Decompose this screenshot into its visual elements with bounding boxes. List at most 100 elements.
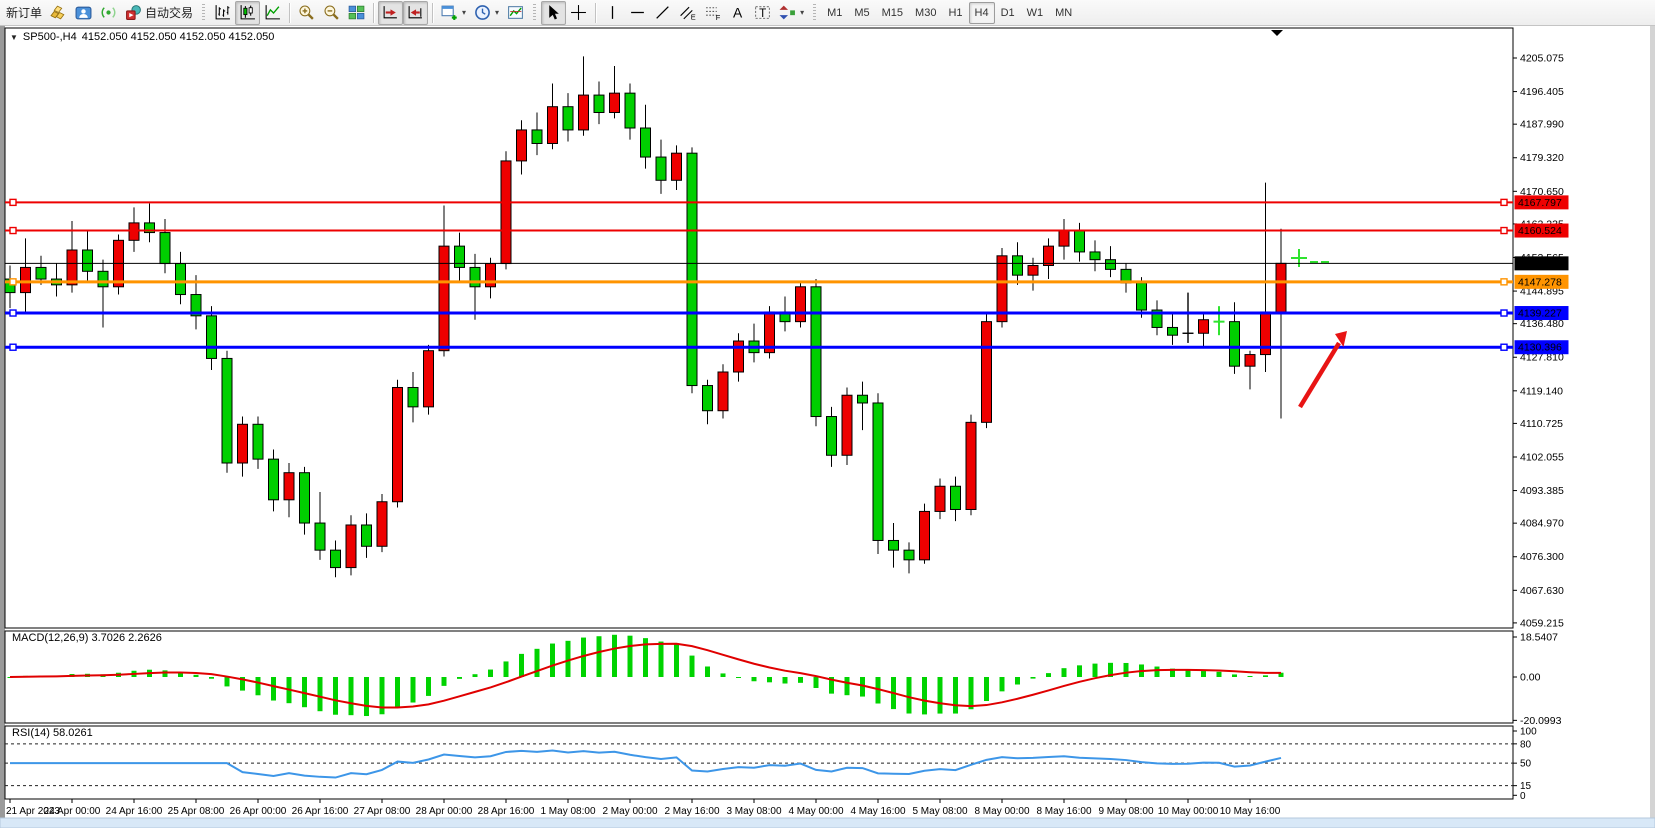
indicator-list-button[interactable] (503, 1, 528, 25)
candle[interactable] (190, 294, 202, 317)
zoom-out-button[interactable] (319, 1, 344, 25)
line-handle[interactable] (9, 309, 17, 317)
trend-arrow-head[interactable] (1335, 331, 1347, 347)
candle[interactable] (1136, 282, 1147, 311)
rsi-panel[interactable] (4, 725, 1514, 800)
candle[interactable] (159, 232, 171, 265)
line-handle[interactable] (1500, 278, 1508, 286)
gold-bars-button[interactable] (46, 1, 71, 25)
candle[interactable] (996, 255, 1008, 323)
candle[interactable] (144, 222, 155, 234)
tf-mn-button[interactable]: MN (1049, 2, 1078, 24)
candle[interactable] (965, 421, 977, 510)
toolbar-drag-handle[interactable] (813, 3, 817, 22)
candle[interactable] (1043, 245, 1054, 266)
candle[interactable] (562, 106, 574, 131)
tf-m5-button[interactable]: M5 (848, 2, 875, 24)
tf-m1-button[interactable]: M1 (821, 2, 848, 24)
candle[interactable] (1151, 309, 1163, 328)
candle[interactable] (237, 423, 248, 464)
candle[interactable] (330, 549, 341, 569)
candle[interactable] (733, 340, 744, 373)
candle[interactable] (1229, 321, 1240, 367)
candle[interactable] (252, 423, 264, 460)
candle[interactable] (1105, 259, 1116, 270)
candle[interactable] (1244, 354, 1256, 367)
auto-trading-button[interactable]: 自动交易 (121, 1, 197, 25)
auto-scroll-button[interactable] (378, 0, 404, 25)
candle[interactable] (609, 92, 620, 114)
tf-h4-button[interactable]: H4 (968, 1, 995, 24)
candle[interactable] (1074, 230, 1085, 253)
candle[interactable] (593, 94, 605, 114)
candle[interactable] (283, 472, 295, 501)
fibonacci-button[interactable]: F (700, 1, 725, 25)
candlestick-chart-button[interactable] (235, 0, 261, 25)
candle[interactable] (469, 266, 481, 288)
candle[interactable] (578, 94, 589, 131)
tf-h1-button[interactable]: H1 (942, 2, 968, 24)
candle[interactable] (655, 156, 667, 181)
candle[interactable] (1027, 264, 1039, 276)
candle[interactable] (1012, 255, 1023, 276)
candle[interactable] (82, 249, 93, 272)
candle[interactable] (919, 510, 930, 561)
chart-window[interactable]: 4205.075 4196.405 4187.990 4179.320 4170.650… (0, 26, 1655, 828)
dropdown-caret-icon[interactable]: ▾ (462, 8, 467, 17)
horizontal-line-button[interactable] (625, 1, 650, 25)
candle[interactable] (516, 129, 527, 162)
candle[interactable] (1198, 319, 1209, 334)
candle[interactable] (454, 245, 465, 268)
toolbar-drag-handle[interactable] (533, 3, 537, 22)
candle[interactable] (221, 357, 233, 464)
zoom-in-button[interactable] (294, 1, 319, 25)
crosshair-button[interactable] (566, 1, 591, 25)
vertical-line-button[interactable] (600, 1, 625, 25)
tf-m30-button[interactable]: M30 (909, 2, 942, 24)
toolbar-drag-handle[interactable] (202, 3, 206, 22)
candle[interactable] (624, 92, 636, 129)
period-clock-button[interactable]: ▾ (470, 1, 503, 25)
broadcast-button[interactable] (96, 1, 121, 25)
candle[interactable] (888, 539, 899, 551)
candle[interactable] (345, 524, 357, 569)
text-button[interactable]: A (725, 1, 750, 25)
chart-dropdown-icon[interactable]: ▼ (10, 32, 18, 42)
candle[interactable] (1058, 230, 1070, 247)
line-handle[interactable] (1500, 198, 1508, 207)
candle[interactable] (175, 263, 186, 296)
candle[interactable] (717, 371, 729, 412)
dropdown-caret-icon[interactable]: ▾ (495, 8, 500, 17)
line-handle[interactable] (9, 278, 17, 286)
candle[interactable] (66, 249, 78, 286)
candle[interactable] (531, 129, 543, 144)
cursor-button[interactable] (541, 0, 567, 25)
new-chart-button[interactable]: ▾ (437, 1, 470, 25)
candle[interactable] (950, 485, 961, 510)
line-handle[interactable] (9, 226, 17, 235)
line-handle[interactable] (9, 343, 17, 351)
candle[interactable] (903, 549, 915, 561)
candle[interactable] (872, 402, 884, 541)
candle[interactable] (128, 222, 140, 241)
candle[interactable] (314, 522, 326, 551)
candle[interactable] (640, 127, 651, 158)
candle[interactable] (407, 386, 419, 408)
candle[interactable] (206, 315, 217, 359)
candle[interactable] (1275, 262, 1287, 313)
candle[interactable] (934, 485, 946, 512)
candle[interactable] (857, 394, 868, 404)
candle[interactable] (1167, 326, 1178, 336)
trend-arrow[interactable] (1298, 341, 1341, 409)
main-chart-panel[interactable] (4, 27, 1514, 629)
candle[interactable] (20, 266, 31, 294)
candle[interactable] (810, 286, 822, 418)
trendline-button[interactable] (650, 1, 675, 25)
new-order-button[interactable]: 新订单 (2, 1, 46, 25)
candle[interactable] (268, 458, 279, 501)
candle[interactable] (392, 386, 403, 503)
bar-chart-button[interactable] (210, 1, 235, 25)
line-handle[interactable] (9, 198, 17, 207)
chart-shift-marker[interactable] (1271, 30, 1283, 36)
text-label-button[interactable]: T (750, 1, 775, 25)
